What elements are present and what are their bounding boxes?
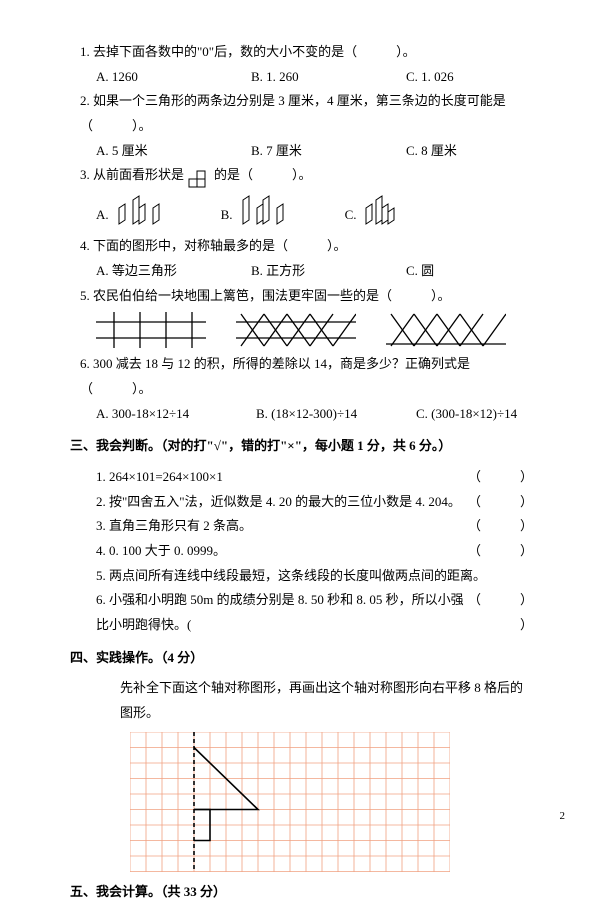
q1-opts: A. 1260 B. 1. 260 C. 1. 026	[70, 65, 533, 90]
sec3-title: 三、我会判断。（对的打"√"，错的打"×"，每小题 1 分，共 6 分。）	[70, 434, 533, 459]
q6-opt-a: A. 300-18×12÷14	[96, 402, 256, 427]
sec3-item-2: 2. 按"四舍五入"法，近似数是 4. 20 的最大的三位小数是 4. 204。…	[70, 490, 533, 515]
sec3-item-6-text: 6. 小强和小明跑 50m 的成绩分别是 8. 50 秒和 8. 05 秒，所以…	[96, 592, 464, 632]
q3-front-shape-icon	[188, 170, 210, 188]
q2-opts: A. 5 厘米 B. 7 厘米 C. 8 厘米	[70, 139, 533, 164]
grid-figure-icon	[130, 732, 450, 872]
page-number: 2	[560, 806, 566, 827]
sec3-item-3: 3. 直角三角形只有 2 条高。 （ ）	[70, 514, 533, 539]
q6-stem: 6. 300 减去 18 与 12 的积，所得的差除以 14，商是多少？正确列式…	[70, 352, 533, 401]
sec4-task: 先补全下面这个轴对称图形，再画出这个轴对称图形向右平移 8 格后的图形。	[70, 676, 533, 725]
q4-opt-c: C. 圆	[406, 259, 434, 284]
q4-opts: A. 等边三角形 B. 正方形 C. 圆	[70, 259, 533, 284]
sec4-title: 四、实践操作。（4 分）	[70, 646, 533, 671]
q2-opt-a: A. 5 厘米	[96, 139, 251, 164]
q5-opts	[70, 312, 533, 348]
judge-paren: （ ）	[468, 588, 533, 613]
q6-opt-c: C. (300-18×12)÷14	[416, 402, 517, 427]
q6-opt-b: B. (18×12-300)÷14	[256, 402, 416, 427]
q2-opt-c: C. 8 厘米	[406, 139, 457, 164]
q4-opt-b: B. 正方形	[251, 259, 406, 284]
q4-opt-a: A. 等边三角形	[96, 259, 251, 284]
sec5-title: 五、我会计算。（共 33 分）	[70, 880, 533, 905]
q3-label-b: B.	[221, 203, 233, 228]
judge-paren: （ ）	[468, 490, 533, 515]
q3-opt-b-icon	[237, 194, 297, 228]
q1-stem: 1. 去掉下面各数中的"0"后，数的大小不变的是（ ）。	[70, 40, 533, 65]
q4-stem: 4. 下面的图形中，对称轴最多的是（ ）。	[70, 234, 533, 259]
q1-opt-a: A. 1260	[96, 65, 251, 90]
sec3-item-1: 1. 264×101=264×100×1 （ ）	[70, 465, 533, 490]
sec3-item-1-text: 1. 264×101=264×100×1	[96, 469, 223, 484]
q6-opts: A. 300-18×12÷14 B. (18×12-300)÷14 C. (30…	[70, 402, 533, 427]
sec3-item-2-text: 2. 按"四舍五入"法，近似数是 4. 20 的最大的三位小数是 4. 204。	[96, 494, 461, 509]
sec3-item-4-text: 4. 0. 100 大于 0. 0999。	[96, 543, 226, 558]
q3-stem-a: 3. 从前面看形状是	[80, 163, 184, 188]
sec3-item-6: 6. 小强和小明跑 50m 的成绩分别是 8. 50 秒和 8. 05 秒，所以…	[70, 588, 533, 637]
sec3-item-3-text: 3. 直角三角形只有 2 条高。	[96, 518, 252, 533]
judge-paren: ）	[494, 613, 533, 638]
q3-stem: 3. 从前面看形状是 的是（ ）。	[70, 163, 533, 188]
sec3-item-5-text: 5. 两点间所有连线中线段最短，这条线段的长度叫做两点间的距离。	[96, 568, 486, 583]
q1-opt-b: B. 1. 260	[251, 65, 406, 90]
q3-opt-a-icon	[113, 194, 173, 228]
q3-stem-b: 的是（ ）。	[214, 163, 312, 188]
judge-paren: （ ）	[468, 539, 533, 564]
q3-opt-c-icon	[360, 194, 410, 228]
sec4-grid-wrap	[70, 732, 533, 872]
sec3-item-5: 5. 两点间所有连线中线段最短，这条线段的长度叫做两点间的距离。 （ ）	[70, 564, 533, 589]
q2-opt-b: B. 7 厘米	[251, 139, 406, 164]
q5-fence-b-icon	[236, 312, 356, 348]
judge-paren: （ ）	[468, 465, 533, 490]
q3-opts: A. B. C.	[70, 194, 533, 228]
q2-stem: 2. 如果一个三角形的两条边分别是 3 厘米，4 厘米，第三条边的长度可能是（ …	[70, 89, 533, 138]
q5-stem: 5. 农民伯伯给一块地围上篱笆，围法更牢固一些的是（ ）。	[70, 284, 533, 309]
q5-fence-c-icon	[386, 312, 506, 348]
q5-fence-a-icon	[96, 312, 206, 348]
q3-label-a: A.	[96, 203, 109, 228]
judge-paren: （ ）	[468, 514, 533, 539]
q3-label-c: C.	[345, 203, 357, 228]
sec3-item-4: 4. 0. 100 大于 0. 0999。 （ ）	[70, 539, 533, 564]
q1-opt-c: C. 1. 026	[406, 65, 454, 90]
